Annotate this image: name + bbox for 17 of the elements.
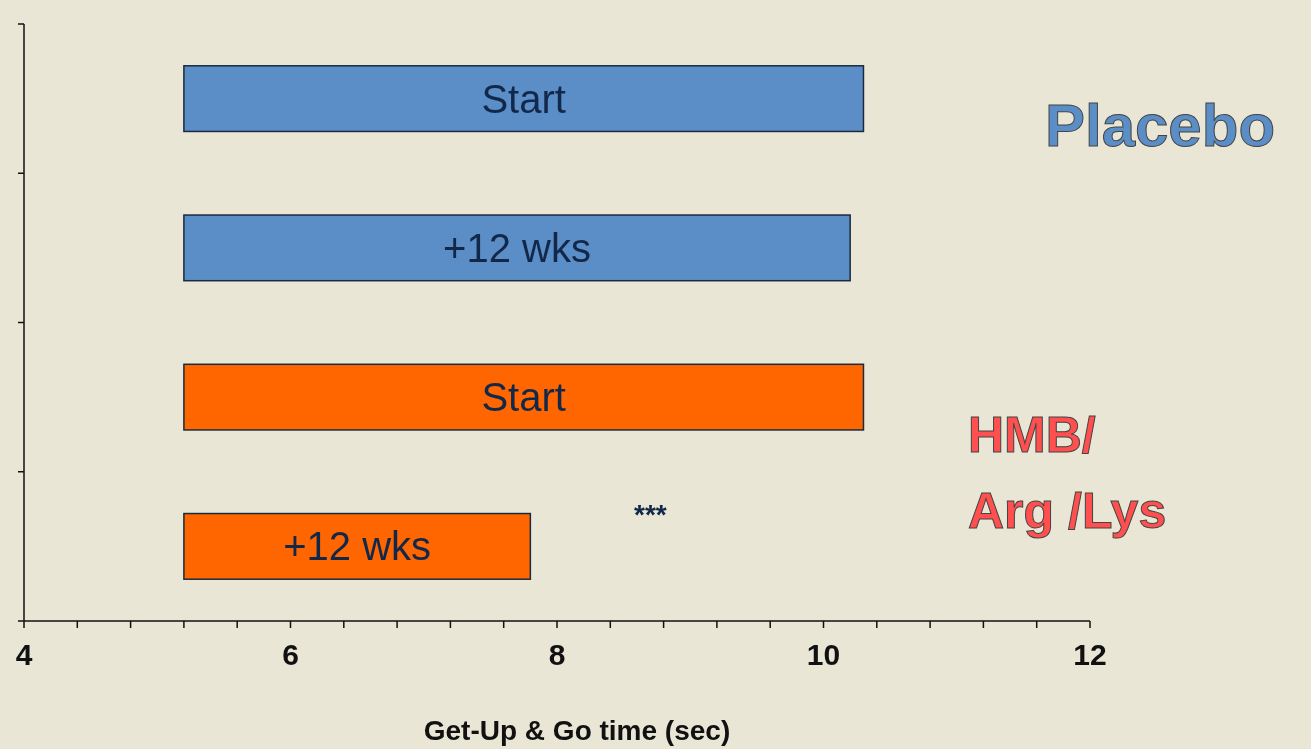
x-tick-label: 10 [806,638,841,671]
bar [183,363,865,431]
annotation: *** [634,498,667,530]
bar [183,214,851,282]
x-tick-label: 12 [1073,638,1107,671]
y-tick-label: Start [481,76,566,121]
annotation: Placebo [1044,91,1276,159]
x-tick-label: 8 [548,638,566,671]
bar [183,65,865,133]
x-axis-title: Get-Up & Go time (sec) [423,715,731,746]
annotation: HMB/ Arg /Lys [968,407,1167,539]
y-tick-label: +12 wks [443,225,591,270]
x-tick-label: 6 [282,638,299,671]
bar [183,512,532,580]
y-tick-label: +12 wks [283,524,432,569]
x-tick-label: 4 [15,638,33,671]
y-tick-label: Start [481,375,566,420]
